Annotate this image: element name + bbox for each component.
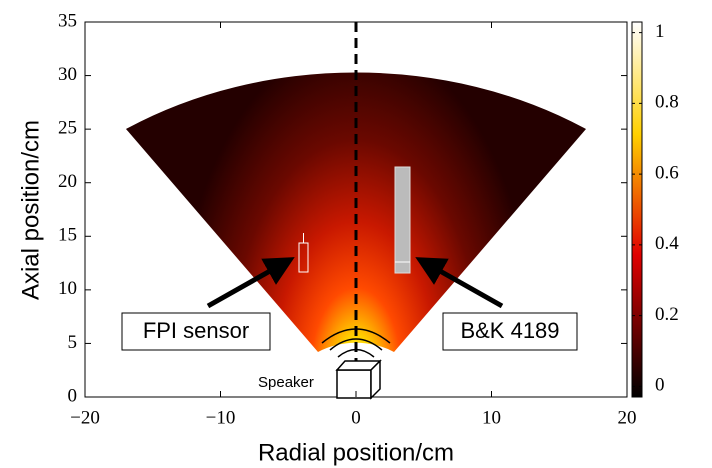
mic-probe [395, 167, 410, 273]
y-tick-label: 35 [58, 10, 77, 31]
annotation: B&K 4189 [460, 318, 559, 343]
y-tick-label: 10 [58, 278, 77, 299]
y-axis-label: Axial position/cm [17, 120, 44, 300]
x-tick-label: 10 [482, 407, 501, 428]
colorbar-tick-label: 1 [655, 21, 665, 42]
colorbar-tick-label: 0.2 [655, 304, 679, 325]
x-tick-label: −20 [70, 407, 100, 428]
y-tick-label: 30 [58, 64, 77, 85]
annotation: FPI sensor [143, 318, 249, 343]
y-tick-label: 25 [58, 118, 77, 139]
colorbar-tick-label: 0 [655, 375, 665, 396]
y-tick-label: 0 [68, 385, 78, 406]
x-tick-label: 20 [618, 407, 637, 428]
speaker-icon [337, 361, 380, 398]
colorbar [632, 22, 642, 397]
colorbar-tick-label: 0.6 [655, 162, 679, 183]
y-tick-label: 20 [58, 171, 77, 192]
y-tick-label: 5 [68, 332, 78, 353]
colorbar-tick-label: 0.8 [655, 92, 679, 113]
x-tick-label: 0 [351, 407, 361, 428]
colorbar-tick-label: 0.4 [655, 233, 679, 254]
y-tick-label: 15 [58, 225, 77, 246]
annotation: Speaker [258, 374, 314, 391]
chart: Speaker FPI sensor B&K 4189 Radial posit… [0, 0, 712, 468]
x-axis-label: Radial position/cm [258, 439, 454, 466]
x-tick-label: −10 [206, 407, 236, 428]
